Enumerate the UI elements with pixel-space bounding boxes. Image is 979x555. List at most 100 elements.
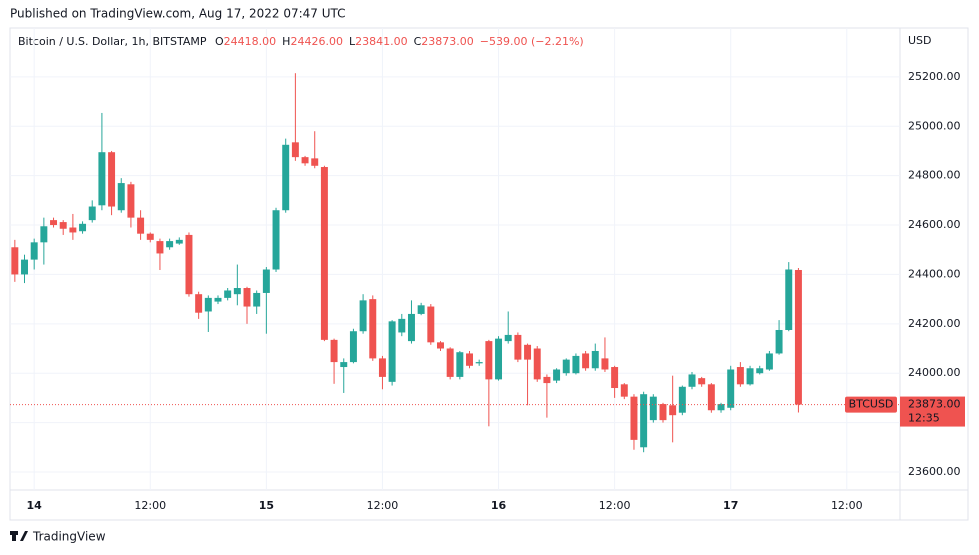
candle-body <box>504 334 512 342</box>
candle-body <box>108 152 116 207</box>
candle-body <box>311 158 319 166</box>
candle-body <box>543 376 551 384</box>
ohlc-value: 23873.00 <box>421 35 474 48</box>
brand: TradingView <box>32 530 106 544</box>
candle-body <box>698 378 706 385</box>
symbol-tag <box>845 396 897 413</box>
candle-body <box>785 269 793 330</box>
candle-body <box>175 239 183 244</box>
candle-body <box>359 300 367 332</box>
candle-body <box>533 348 541 380</box>
candle-body <box>495 338 503 380</box>
candles <box>10 73 900 453</box>
x-tick-label: 14 <box>27 499 43 512</box>
y-tick-label: 25200.00 <box>908 70 961 83</box>
grid <box>10 28 900 490</box>
candle-body <box>553 369 561 381</box>
candle-body <box>746 368 754 385</box>
candle-body <box>562 359 570 374</box>
x-tick-label: 12:00 <box>831 499 863 512</box>
candle-body <box>349 331 357 363</box>
price-tag <box>900 396 965 427</box>
candle-body <box>79 223 87 232</box>
candle-body <box>214 297 222 302</box>
candle-body <box>233 288 241 295</box>
footer-logo: TradingView <box>10 530 106 544</box>
countdown-text: 12:35 <box>908 412 940 425</box>
y-tick-label: 25000.00 <box>908 119 961 132</box>
y-tick-label: 24400.00 <box>908 267 961 280</box>
x-tick-label: 16 <box>491 499 507 512</box>
candle-body <box>630 396 638 440</box>
candle-body <box>572 355 580 374</box>
labels: 23600.0023800.0024000.0024200.0024400.00… <box>27 70 965 512</box>
candle-body <box>69 227 77 233</box>
candle-body <box>659 404 667 421</box>
candle-body <box>765 353 773 370</box>
y-tick-label: 24200.00 <box>908 317 961 330</box>
candle-body <box>291 142 299 158</box>
candle-body <box>301 157 309 164</box>
candle-body <box>669 405 677 416</box>
candle-body <box>340 362 348 368</box>
change: −539.00 (−2.21%) <box>480 35 584 48</box>
candle-body <box>195 294 203 313</box>
candle-body <box>21 259 28 275</box>
x-tick-label: 12:00 <box>134 499 166 512</box>
candle-body <box>601 358 609 370</box>
candle-body <box>378 358 386 377</box>
ohlc-value: 23841.00 <box>355 35 408 48</box>
candle-body <box>88 206 96 221</box>
currency: USD <box>908 34 932 47</box>
candle-body <box>11 247 19 275</box>
candle-body <box>591 350 599 369</box>
candle-body <box>620 384 628 397</box>
ohlc-key: L <box>349 35 356 48</box>
candle-body <box>582 353 590 369</box>
candle-body <box>427 306 435 343</box>
ohlc-key: H <box>282 35 290 48</box>
ohlc-value: 24418.00 <box>224 35 277 48</box>
candle-body <box>466 353 473 366</box>
ohlc-key: O <box>215 35 224 48</box>
candle-body <box>40 226 48 243</box>
x-tick-label: 15 <box>259 499 274 512</box>
logo-mark <box>20 531 28 541</box>
candle-body <box>717 404 725 411</box>
candle-body <box>727 369 735 408</box>
candle-body <box>369 299 377 359</box>
candle-body <box>127 184 135 218</box>
symbol-tag-text: BTCUSD <box>849 398 894 411</box>
candle-body <box>407 313 415 342</box>
candle-body <box>756 368 764 374</box>
candle-body <box>417 305 425 314</box>
logo-mark <box>12 531 16 541</box>
candle-body <box>59 222 67 229</box>
candle-body <box>330 339 338 363</box>
candle-body <box>388 321 396 382</box>
y-tick-label: 23600.00 <box>908 465 961 478</box>
x-tick-label: 17 <box>723 499 738 512</box>
candle-body <box>98 152 106 206</box>
candle-body <box>437 342 444 349</box>
x-tick-label: 12:00 <box>599 499 631 512</box>
candle-body <box>688 374 696 387</box>
candle-body <box>485 341 493 380</box>
y-tick-label: 24800.00 <box>908 169 961 182</box>
candle-body <box>794 269 802 405</box>
y-tick-label: 24000.00 <box>908 366 961 379</box>
candle-body <box>611 367 619 389</box>
candle-body <box>475 362 483 364</box>
price-tag-text: 23873.00 <box>908 398 961 411</box>
candle-body <box>514 334 522 360</box>
candle-body <box>146 233 154 240</box>
candle-body <box>640 394 648 448</box>
candle-body <box>678 386 686 413</box>
candle-body <box>282 144 290 211</box>
published: Published on TradingView.com, Aug 17, 20… <box>10 7 346 21</box>
candle-body <box>137 217 145 234</box>
candle-body <box>224 290 232 298</box>
candle-body <box>166 241 174 248</box>
